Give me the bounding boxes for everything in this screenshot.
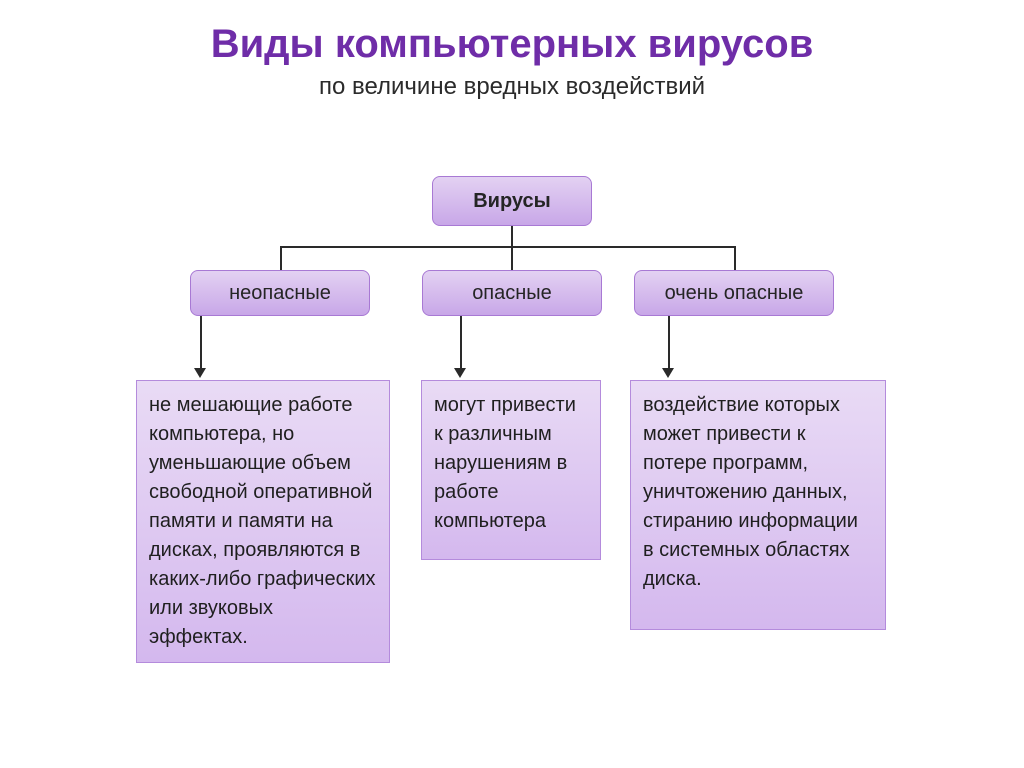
connector-line (511, 246, 513, 270)
description-harmless: не мешающие работе компьютера, но уменьш… (136, 380, 390, 663)
description-text: не мешающие работе компьютера, но уменьш… (149, 394, 376, 648)
connector-line (734, 246, 736, 270)
category-label: опасные (472, 282, 552, 305)
arrow-head-icon (454, 368, 466, 378)
subtitle-text: по величине вредных воздействий (319, 73, 705, 100)
connector-line (668, 316, 670, 368)
connector-line (511, 226, 513, 246)
arrow-head-icon (194, 368, 206, 378)
description-text: воздействие которых может привести к пот… (643, 394, 858, 590)
root-label: Вирусы (473, 190, 551, 213)
arrow-head-icon (662, 368, 674, 378)
title-text: Виды компьютерных вирусов (211, 22, 814, 66)
category-node-harmless: неопасные (190, 270, 370, 316)
connector-line (280, 246, 734, 248)
page-subtitle: по величине вредных воздействий (0, 73, 1024, 101)
connector-line (460, 316, 462, 368)
category-node-dangerous: опасные (422, 270, 602, 316)
description-very-dangerous: воздействие которых может привести к пот… (630, 380, 886, 630)
description-dangerous: могут привести к различным нарушениям в … (421, 380, 601, 560)
connector-line (200, 316, 202, 368)
category-label: неопасные (229, 282, 331, 305)
connector-line (280, 246, 282, 270)
category-label: очень опасные (665, 282, 804, 305)
page-title: Виды компьютерных вирусов (0, 0, 1024, 67)
description-text: могут привести к различным нарушениям в … (434, 394, 576, 532)
root-node: Вирусы (432, 176, 592, 226)
category-node-very-dangerous: очень опасные (634, 270, 834, 316)
